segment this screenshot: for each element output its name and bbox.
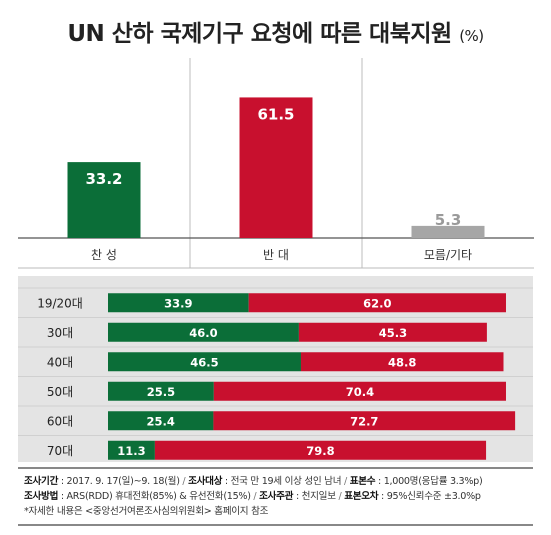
row-label-cell [18,349,108,375]
category-label: 찬 성 [91,247,117,262]
support-value-label: 46.5 [190,355,218,369]
footer-label: 표본오차 [344,491,379,502]
bar-2 [411,225,485,238]
footer-line-1: 조사기간 : 2017. 9. 17(일)~9. 18(월) / 조사대상 : … [24,476,483,487]
support-bar [108,440,155,460]
footer-label: 조사방법 [24,491,59,502]
chart-title-unit: (%) [459,27,484,45]
oppose-bar [248,293,506,313]
age-category-label: 60대 [47,414,73,428]
oppose-value-label: 79.8 [306,444,334,458]
footer-label: 조사기간 [24,476,59,487]
chart-title-text: UN 산하 국제기구 요청에 따른 대북지원 [67,21,452,47]
support-value-label: 46.0 [189,326,217,340]
overall-bar-chart: 33.2 찬 성 61.5 반 대 5.3 모름/기타 [18,58,534,269]
bar-0 [67,162,141,238]
oppose-value-label: 62.0 [363,296,391,310]
age-stacked-bar-chart: 19/20대 33.9 62.0 30대 46.0 45.3 40대 46.5 48.8 50대 2… [18,287,533,462]
oppose-bar [300,352,504,372]
row-label-cell [18,408,108,434]
support-bar [108,352,301,372]
oppose-value-label: 48.8 [388,355,416,369]
footer-line-2: 조사방법 : ARS(RDD) 휴대전화(85%) & 유선전화(15%) / … [24,491,481,502]
survey-info-footer: 조사기간 : 2017. 9. 17(일)~9. 18(월) / 조사대상 : … [18,467,533,526]
support-bar [108,293,249,313]
bar-value-label: 5.3 [435,211,462,229]
footer-note: *자세한 내용은 <중앙선거여론조사심의위원회> 홈페이지 참조 [24,506,269,517]
bar-value-label: 61.5 [257,105,294,123]
row-label-cell [18,437,108,462]
row-label-cell [18,290,108,316]
oppose-value-label: 70.4 [346,385,374,399]
category-label: 모름/기타 [424,248,472,262]
age-category-label: 70대 [47,444,73,458]
footer-value: : 95%신뢰수준 ±3.0%p [378,491,481,502]
category-label: 반 대 [263,248,289,262]
bar-value-label: 33.2 [85,170,122,188]
age-category-label: 50대 [47,385,73,399]
footer-value: : 천지일보 [293,491,339,502]
support-bar [108,411,214,431]
age-category-label: 30대 [47,326,73,340]
footer-value: : 2017. 9. 17(일)~9. 18(월) [58,476,183,487]
support-value-label: 25.5 [147,385,175,399]
chart-title: UN 산하 국제기구 요청에 따른 대북지원 (%) [0,14,551,48]
footer-label: 표본수 [349,476,376,487]
bar-1 [239,97,313,238]
support-value-label: 25.4 [147,414,175,428]
age-category-label: 19/20대 [37,296,83,310]
oppose-bar [298,322,487,342]
row-label-cell [18,319,108,345]
footer-value: : 1,000명(응답률 3.3%p) [375,476,483,487]
support-value-label: 11.3 [117,444,145,458]
oppose-bar [213,411,516,431]
support-value-label: 33.9 [164,296,192,310]
row-label-cell [18,378,108,404]
footer-label: 조사주관 [259,491,294,502]
footer-value: : ARS(RDD) 휴대전화(85%) & 유선전화(15%) [58,491,254,502]
age-category-label: 40대 [47,355,73,369]
oppose-bar [154,440,487,460]
support-bar [108,381,214,401]
footer-value: : 전국 만 19세 이상 성인 남녀 [222,476,344,487]
oppose-value-label: 72.7 [350,414,378,428]
oppose-value-label: 45.3 [379,326,407,340]
oppose-bar [213,381,506,401]
footer-label: 조사대상 [188,476,223,487]
support-bar [108,322,299,342]
